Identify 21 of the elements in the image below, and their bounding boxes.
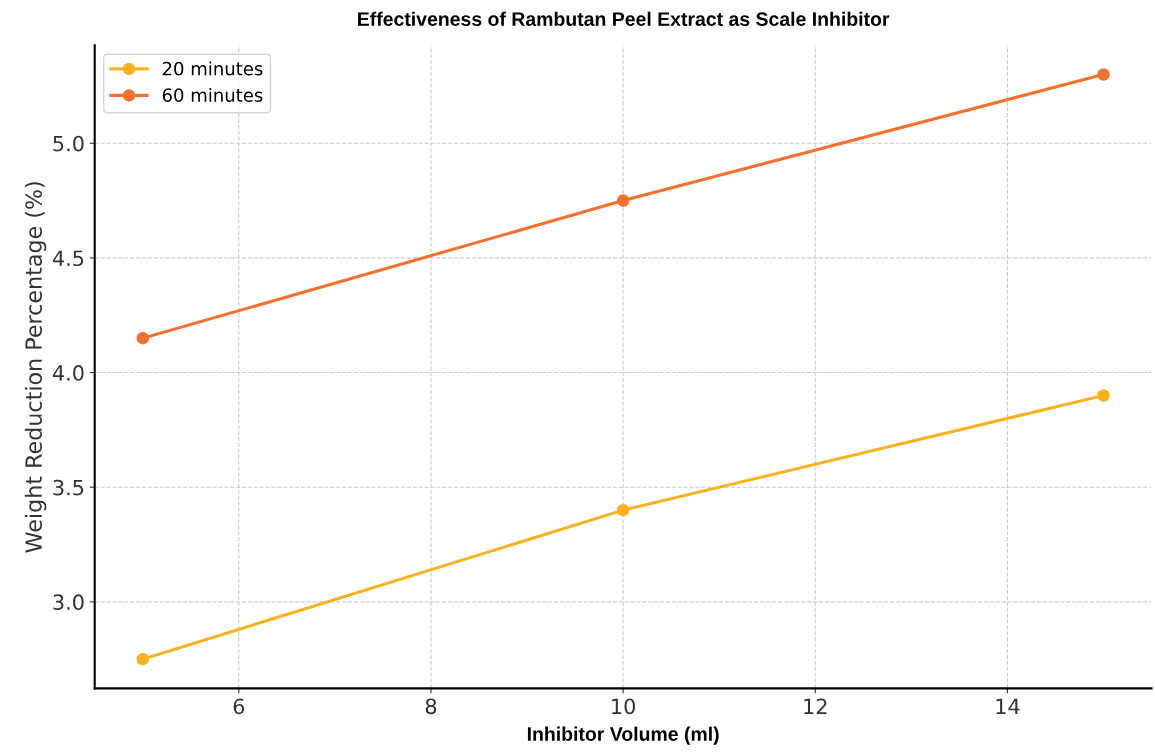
x-axis-title: Inhibitor Volume (ml) [527, 726, 719, 745]
point [136, 331, 149, 345]
y-tick-label: 3.0 [53, 594, 84, 611]
x-tick-label: 12 [804, 698, 827, 714]
y-tick-label: 4.5 [52, 250, 84, 267]
point [1097, 68, 1110, 81]
point [1097, 389, 1110, 402]
legend-label: 20 minutes [162, 61, 263, 76]
x-tick-label: 14 [996, 698, 1020, 714]
x-tick-label: 6 [233, 698, 245, 715]
y-axis-title: Weight Reduction Percentage (%) [24, 182, 47, 553]
y-tick-label: 5.0 [53, 135, 84, 152]
legend-label: 60 minutes [162, 87, 263, 102]
point [616, 503, 630, 517]
x-tick-label: 10 [612, 698, 635, 715]
chart-title: Effectiveness of Rambutan Peel Extract as Scale Inhibitor [358, 11, 890, 26]
point [136, 652, 149, 666]
point [616, 194, 630, 207]
x-tick-label: 8 [425, 698, 437, 715]
y-tick-label: 3.5 [53, 479, 84, 496]
y-tick-label: 4.0 [52, 365, 84, 381]
